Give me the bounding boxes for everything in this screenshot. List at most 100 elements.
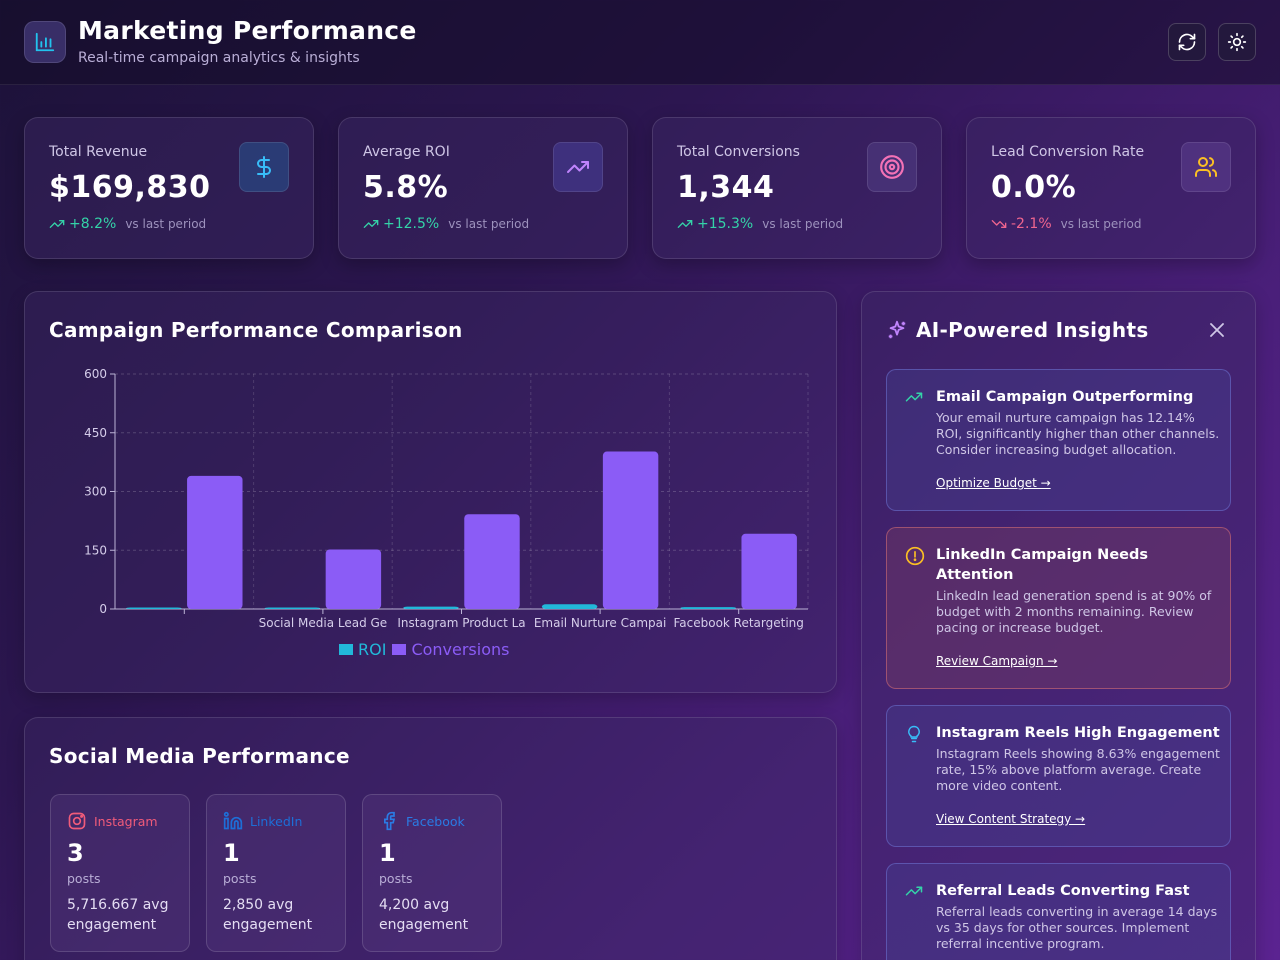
x-tick-label: Facebook Retargeting [673, 616, 803, 630]
platform-name: Facebook [406, 813, 465, 829]
linkedin-icon [223, 811, 243, 831]
campaign-chart-panel: Campaign Performance Comparison 0 150 300 4… [24, 291, 837, 693]
kpi-value: 0.0% [991, 170, 1077, 205]
alert-circle-icon [905, 546, 925, 566]
insight-card-linkedin: LinkedIn Campaign Needs Attention Linked… [886, 527, 1231, 689]
kpi-change: -2.1% vs last period [991, 216, 1141, 232]
trending-up-icon [905, 882, 923, 900]
x-tick-label: Instagram Product La [397, 616, 525, 630]
legend-label-roi: ROI [358, 640, 387, 659]
avg-engagement: 5,716.667 avg engagement [67, 897, 169, 933]
kpi-change: +15.3% vs last period [677, 216, 843, 232]
social-card-linkedin[interactable]: LinkedIn 1 posts 2,850 avg engagement [206, 794, 346, 952]
kpi-card-average-roi: Average ROI 5.8% +12.5% vs last period [338, 117, 628, 259]
kpi-vs-label: vs last period [762, 217, 844, 231]
bar-conversions-3 [602, 451, 659, 609]
bar-roi-2 [403, 606, 459, 609]
bar-conversions-2 [464, 514, 520, 609]
avg-engagement: 2,850 avg engagement [223, 897, 313, 933]
social-card-header: LinkedIn [223, 811, 302, 831]
close-icon[interactable] [1209, 322, 1225, 338]
chart-title: Campaign Performance Comparison [49, 318, 463, 342]
bar-chart-icon [24, 21, 66, 63]
kpi-change-value: +12.5% [383, 216, 440, 232]
kpi-label: Total Conversions [677, 144, 800, 160]
bar-conversions-4 [741, 533, 797, 609]
kpi-change-value: +15.3% [697, 216, 754, 232]
insight-body: Referral leads converting in average 14 … [936, 904, 1218, 951]
page-subtitle: Real-time campaign analytics & insights [78, 50, 360, 66]
social-card-instagram[interactable]: Instagram 3 posts 5,716.667 avg engageme… [50, 794, 190, 952]
kpi-value: 5.8% [363, 170, 449, 205]
instagram-icon [67, 811, 87, 831]
y-tick-label: 450 [84, 426, 107, 440]
post-count: 1 [379, 839, 396, 867]
bar-roi-1 [264, 607, 321, 609]
review-campaign-link[interactable]: Review Campaign → [936, 654, 1058, 668]
theme-toggle-button[interactable] [1218, 23, 1256, 61]
x-tick-label: Social Media Lead Ge [259, 616, 388, 630]
kpi-change: +12.5% vs last period [363, 216, 529, 232]
insight-card-referral: Referral Leads Converting Fast Referral … [886, 863, 1231, 960]
insight-title: Instagram Reels High Engagement [936, 725, 1220, 741]
kpi-label: Total Revenue [49, 144, 148, 160]
insight-card-instagram: Instagram Reels High Engagement Instagra… [886, 705, 1231, 847]
target-icon [867, 142, 917, 192]
y-tick-label: 600 [84, 367, 107, 381]
social-media-panel: Social Media Performance Instagram 3 pos… [24, 717, 837, 960]
x-tick-label: Email Nurture Campai [534, 616, 667, 630]
legend-swatch-roi [339, 644, 353, 655]
kpi-card-lead-conversion-rate: Lead Conversion Rate 0.0% -2.1% vs last … [966, 117, 1256, 259]
insight-body: Instagram Reels showing 8.63% engagement… [936, 746, 1220, 793]
optimize-budget-link[interactable]: Optimize Budget → [936, 476, 1051, 490]
legend-item-conversions[interactable]: Conversions [392, 640, 509, 659]
trending-up-icon [49, 216, 65, 232]
posts-label: posts [379, 871, 413, 886]
social-card-header: Facebook [379, 811, 465, 831]
bar-conversions-1 [325, 549, 382, 609]
trending-down-icon [991, 216, 1007, 232]
lightbulb-icon [905, 724, 923, 744]
y-tick-label: 0 [99, 602, 107, 616]
kpi-label: Average ROI [363, 144, 450, 160]
avg-engagement: 4,200 avg engagement [379, 897, 469, 933]
post-count: 3 [67, 839, 84, 867]
kpi-vs-label: vs last period [125, 217, 207, 231]
trending-up-icon [553, 142, 603, 192]
trending-up-icon [363, 216, 379, 232]
chart-legend: ROI Conversions [339, 640, 515, 659]
dollar-icon [239, 142, 289, 192]
facebook-icon [379, 811, 399, 831]
kpi-value: 1,344 [677, 170, 775, 205]
y-tick-label: 300 [84, 485, 107, 499]
posts-label: posts [223, 871, 257, 886]
bar-roi-3 [541, 604, 598, 609]
users-icon [1181, 142, 1231, 192]
social-title: Social Media Performance [49, 744, 350, 768]
insight-body: LinkedIn lead generation spend is at 90%… [936, 588, 1212, 635]
sun-icon [1227, 32, 1247, 52]
kpi-vs-label: vs last period [1060, 217, 1142, 231]
insight-card-email: Email Campaign Outperforming Your email … [886, 369, 1231, 511]
y-tick-label: 150 [84, 543, 107, 557]
insight-title: Email Campaign Outperforming [936, 389, 1194, 405]
platform-name: LinkedIn [250, 813, 303, 829]
social-card-facebook[interactable]: Facebook 1 posts 4,200 avg engagement [362, 794, 502, 952]
trending-up-icon [677, 216, 693, 232]
legend-swatch-conversions [392, 644, 407, 655]
kpi-card-total-conversions: Total Conversions 1,344 +15.3% vs last p… [652, 117, 942, 259]
kpi-change-value: -2.1% [1011, 216, 1052, 232]
insight-title: Referral Leads Converting Fast [936, 883, 1190, 899]
post-count: 1 [223, 839, 240, 867]
bar-roi-0 [126, 607, 182, 609]
ai-insights-panel: AI-Powered Insights Email Campaign Outpe… [861, 291, 1256, 960]
platform-name: Instagram [94, 813, 158, 829]
page-title: Marketing Performance [78, 16, 417, 45]
view-content-strategy-link[interactable]: View Content Strategy → [936, 812, 1086, 826]
insights-header: AI-Powered Insights [886, 318, 1149, 342]
legend-label-conversions: Conversions [411, 640, 510, 659]
insights-title: AI-Powered Insights [916, 318, 1149, 342]
legend-item-roi[interactable]: ROI [339, 640, 386, 659]
sparkles-icon [886, 319, 908, 341]
refresh-button[interactable] [1168, 23, 1206, 61]
